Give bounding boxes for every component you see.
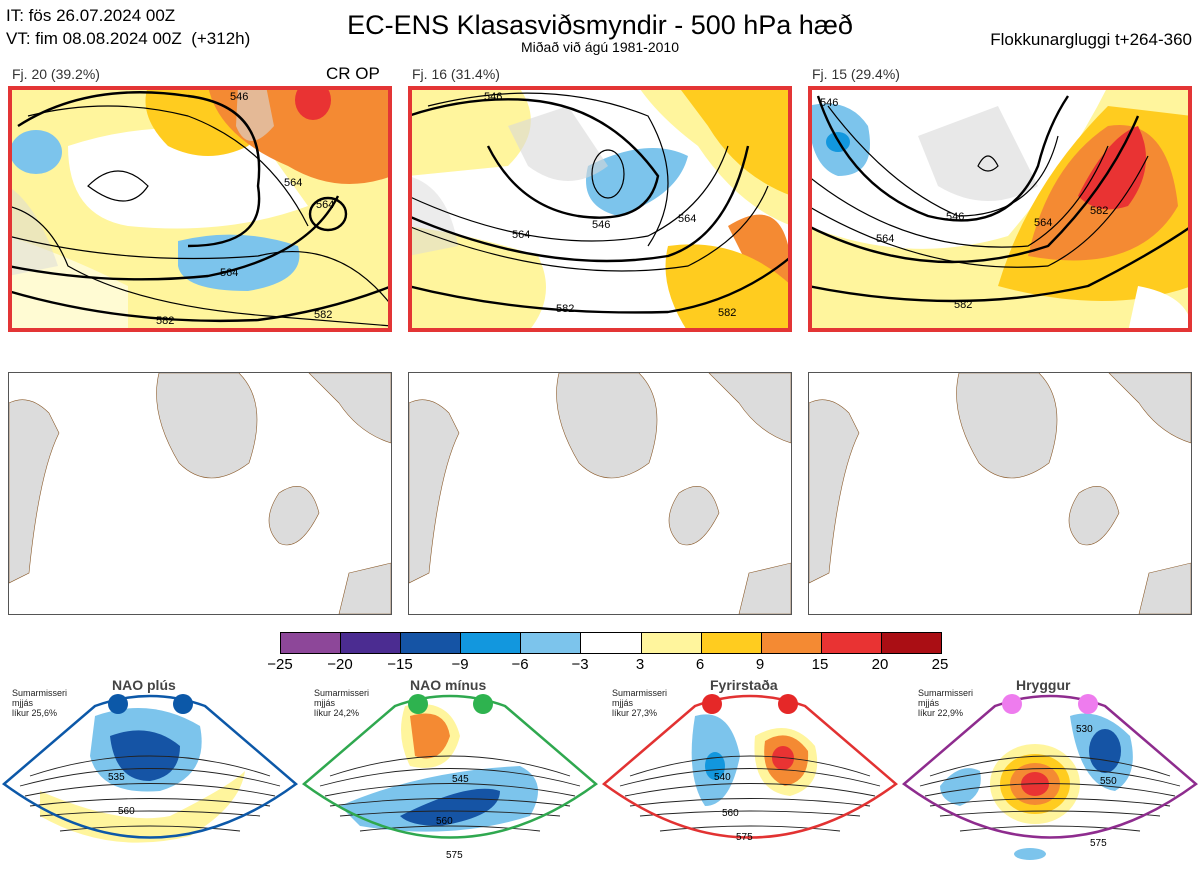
colorbar-swatch xyxy=(520,633,581,653)
classification-window: Flokkunargluggi t+264-360 xyxy=(990,30,1192,49)
colorbar-swatch xyxy=(760,633,821,653)
contour-label: 564 xyxy=(1034,217,1052,229)
contour-label: 560 xyxy=(722,808,739,819)
contour-label: 546 xyxy=(946,211,964,223)
contour-label: 564 xyxy=(876,233,894,245)
contour-label: 582 xyxy=(1090,205,1108,217)
regime-info: Sumarmisseri mjjás líkur 24,2% xyxy=(314,688,370,718)
regime-outline xyxy=(301,694,599,839)
colorbar-swatch xyxy=(880,633,942,653)
contour-label: 575 xyxy=(1090,838,1107,849)
colorbar-tick-label: 20 xyxy=(871,656,889,673)
colorbar-tick-label: 9 xyxy=(755,656,765,673)
contour-label: 530 xyxy=(1076,724,1093,735)
colorbar-swatch xyxy=(580,633,641,653)
cluster-map-2: 546 546 564 564 582 582 xyxy=(408,86,792,332)
contour-label: 582 xyxy=(314,309,332,321)
regime-nao-minus: 545 560 575 xyxy=(300,676,600,871)
colorbar-swatch xyxy=(460,633,521,653)
contour-label: 582 xyxy=(718,307,736,319)
page-subtitle: Miðað við ágú 1981-2010 xyxy=(520,39,679,55)
regime-dot xyxy=(473,694,493,714)
regime-dot xyxy=(408,694,428,714)
regime-title: Hryggur xyxy=(1016,677,1071,693)
regime-outline xyxy=(901,694,1199,839)
regime-info: Sumarmisseri mjjás líkur 22,9% xyxy=(918,688,974,718)
contour-label: 560 xyxy=(436,816,453,827)
colorbar xyxy=(280,632,942,654)
colorbar-swatch xyxy=(281,633,341,653)
colorbar-tick-label: 3 xyxy=(635,656,645,673)
contour-label: 564 xyxy=(284,177,302,189)
colorbar-tick-label: −9 xyxy=(451,656,469,673)
colorbar-tick-label: 15 xyxy=(811,656,829,673)
colorbar-swatch xyxy=(400,633,461,653)
regime-title: NAO mínus xyxy=(410,677,487,693)
colorbar-tick-label: −25 xyxy=(267,656,293,673)
colorbar-swatch xyxy=(340,633,401,653)
regime-dot xyxy=(778,694,798,714)
colorbar-ticks: −25 −20 −15 −9 −6 −3 3 6 9 15 20 25 xyxy=(267,656,948,676)
regime-outline xyxy=(1,694,299,839)
colorbar-tick-label: 25 xyxy=(931,656,949,673)
regime-title: Fyrirstaða xyxy=(710,677,778,693)
contour-label: 540 xyxy=(714,772,731,783)
contour-label: 550 xyxy=(1100,776,1117,787)
regime-info: Sumarmisseri mjjás líkur 27,3% xyxy=(612,688,668,718)
colorbar-tick-label: −15 xyxy=(387,656,413,673)
regime-ridge: 530 550 575 xyxy=(900,676,1200,871)
empty-map-2 xyxy=(408,372,792,615)
panel-3-label: Fj. 15 (29.4%) xyxy=(812,66,900,82)
contour-label: 575 xyxy=(736,832,753,843)
regime-nao-plus: 535 560 xyxy=(0,676,300,871)
contour-label: 560 xyxy=(118,806,135,817)
regime-outline xyxy=(601,694,899,839)
contour-label: 546 xyxy=(592,219,610,231)
contour-label: 582 xyxy=(556,303,574,315)
empty-map-1 xyxy=(8,372,392,615)
contour-label: 582 xyxy=(954,299,972,311)
init-time: IT: fös 26.07.2024 00Z xyxy=(6,6,176,25)
colorbar-tick-label: 6 xyxy=(695,656,705,673)
colorbar-tick-label: −6 xyxy=(511,656,529,673)
valid-time: VT: fim 08.08.2024 00Z (+312h) xyxy=(6,29,251,48)
contour-label: 546 xyxy=(820,97,838,109)
contour-label: 546 xyxy=(484,91,502,103)
regime-dot xyxy=(1002,694,1022,714)
contour-label: 546 xyxy=(230,91,248,103)
cluster-map-3: 546 546 564 564 582 582 xyxy=(808,86,1192,332)
colorbar-tick-label: −20 xyxy=(327,656,353,673)
regime-blocking: 540 560 575 xyxy=(600,676,900,871)
contour-label: 575 xyxy=(446,850,463,861)
panel-1-label: Fj. 20 (39.2%) xyxy=(12,66,100,82)
regime-title: NAO plús xyxy=(112,677,176,693)
regime-dot xyxy=(1078,694,1098,714)
colorbar-tick-label: −3 xyxy=(571,656,589,673)
colorbar-swatch xyxy=(820,633,881,653)
contour-label: 545 xyxy=(452,774,469,785)
regime-dot xyxy=(702,694,722,714)
contour-label: 535 xyxy=(108,772,125,783)
empty-map-3 xyxy=(808,372,1192,615)
page-title: EC-ENS Klasasviðsmyndir - 500 hPa hæð xyxy=(347,10,853,40)
header-info: IT: fös 26.07.2024 00Z VT: fim 08.08.202… xyxy=(6,4,250,50)
contour-label: 564 xyxy=(678,213,696,225)
contour-label: 564 xyxy=(316,199,334,211)
regime-info: Sumarmisseri mjjás líkur 25,6% xyxy=(12,688,68,718)
colorbar-swatch xyxy=(700,633,761,653)
contour-label: 564 xyxy=(220,267,238,279)
regime-dot xyxy=(108,694,128,714)
contour-label: 582 xyxy=(156,315,174,327)
cluster-map-1: 546 564 564 564 582 582 xyxy=(8,86,392,332)
colorbar-swatch xyxy=(640,633,701,653)
contour-label: 564 xyxy=(512,229,530,241)
regime-dot xyxy=(173,694,193,714)
panel-2-label: Fj. 16 (31.4%) xyxy=(412,66,500,82)
panel-1-tag: CR OP xyxy=(326,64,380,83)
